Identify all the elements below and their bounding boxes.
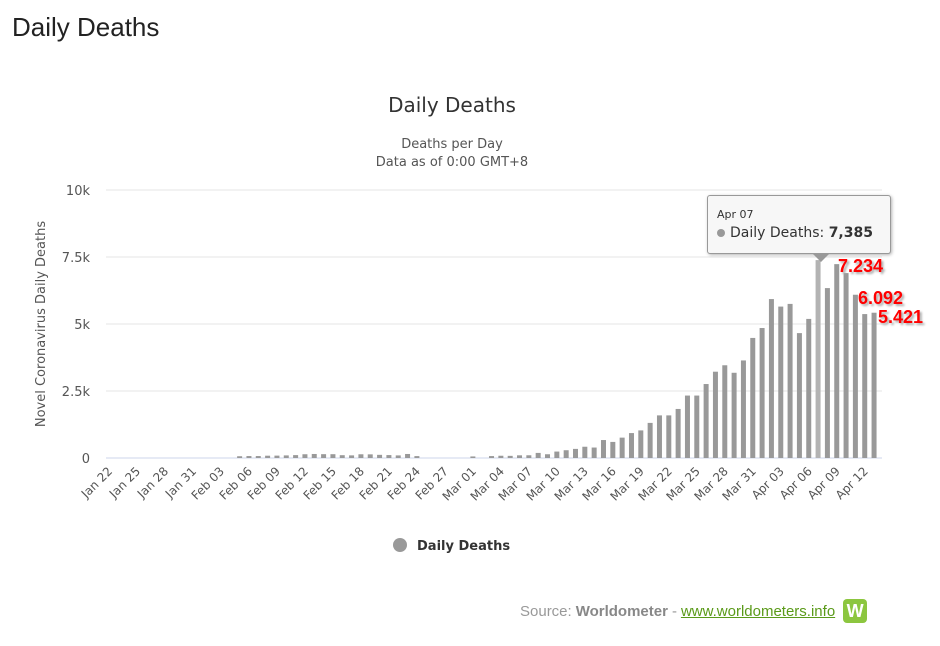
- bar-apr-09[interactable]: [834, 264, 840, 458]
- y-tick-label: 7.5k: [62, 251, 91, 266]
- tooltip: Apr 07 Daily Deaths: 7,385: [707, 195, 891, 262]
- bar-apr-07[interactable]: [815, 260, 821, 458]
- bar-mar-07[interactable]: [526, 455, 532, 458]
- x-tick-label: Jan 28: [134, 464, 171, 501]
- bar-mar-09[interactable]: [545, 454, 551, 458]
- tooltip-marker: [717, 229, 725, 237]
- annotation-apr13: 5.421: [878, 307, 924, 327]
- bar-apr-11[interactable]: [852, 294, 858, 458]
- bar-mar-11[interactable]: [563, 450, 569, 458]
- bar-feb-22[interactable]: [395, 455, 401, 458]
- bar-mar-08[interactable]: [535, 452, 541, 458]
- bar-mar-03[interactable]: [489, 456, 495, 458]
- bar-feb-16[interactable]: [339, 455, 345, 458]
- bar-mar-12[interactable]: [573, 448, 578, 458]
- bar-mar-27[interactable]: [712, 371, 718, 458]
- legend-label[interactable]: Daily Deaths: [417, 539, 510, 554]
- bar-mar-01[interactable]: [470, 456, 476, 458]
- bar-feb-18[interactable]: [358, 454, 364, 458]
- bar-mar-30[interactable]: [740, 360, 746, 458]
- bar-apr-04[interactable]: [787, 303, 793, 458]
- bar-apr-02[interactable]: [768, 299, 774, 458]
- bar-apr-12[interactable]: [862, 314, 868, 458]
- y-axis-label: Novel Coronavirus Daily Deaths: [34, 221, 49, 427]
- legend-marker[interactable]: [393, 538, 407, 552]
- bar-apr-13[interactable]: [871, 312, 877, 458]
- bar-feb-19[interactable]: [367, 454, 373, 458]
- y-tick-label: 5k: [74, 318, 90, 333]
- source-name: Worldometer: [575, 602, 668, 620]
- bar-feb-07[interactable]: [255, 456, 261, 458]
- bar-mar-13[interactable]: [582, 446, 588, 458]
- tooltip-value: 7,385: [828, 225, 873, 241]
- bar-mar-24[interactable]: [684, 395, 690, 458]
- source-footer: Source: Worldometer - www.worldometers.i…: [520, 599, 868, 623]
- bar-mar-26[interactable]: [703, 384, 709, 458]
- bar-apr-10[interactable]: [843, 273, 849, 458]
- bar-mar-17[interactable]: [619, 437, 625, 458]
- bar-feb-11[interactable]: [293, 455, 299, 458]
- bar-feb-20[interactable]: [377, 454, 383, 458]
- bar-mar-05[interactable]: [507, 455, 513, 458]
- bar-feb-15[interactable]: [330, 454, 336, 458]
- bar-mar-04[interactable]: [498, 455, 504, 458]
- bar-mar-10[interactable]: [554, 451, 560, 458]
- bar-mar-22[interactable]: [666, 415, 672, 458]
- source-separator: -: [671, 602, 677, 620]
- bar-mar-20[interactable]: [647, 422, 653, 458]
- source-link[interactable]: www.worldometers.info: [680, 602, 836, 620]
- bar-feb-05[interactable]: [237, 456, 243, 458]
- bar-mar-14[interactable]: [591, 447, 597, 458]
- bar-apr-03[interactable]: [778, 306, 784, 458]
- chart-subtitle-1: Deaths per Day: [401, 137, 503, 152]
- bar-feb-21[interactable]: [386, 455, 392, 458]
- y-tick-label: 2.5k: [62, 385, 91, 400]
- bar-mar-16[interactable]: [610, 441, 616, 458]
- bar-mar-06[interactable]: [517, 455, 523, 458]
- y-tick-label: 10k: [66, 184, 91, 199]
- bar-feb-14[interactable]: [321, 454, 327, 458]
- x-tick-label: Jan 25: [106, 464, 143, 501]
- tooltip-date: Apr 07: [717, 208, 754, 221]
- tooltip-label: Daily Deaths:: [730, 225, 825, 241]
- bar-feb-06[interactable]: [246, 456, 252, 458]
- bar-mar-28[interactable]: [722, 365, 728, 458]
- worldometer-logo-icon[interactable]: W: [843, 599, 868, 623]
- bar-mar-18[interactable]: [628, 433, 634, 458]
- bar-feb-23[interactable]: [405, 453, 411, 458]
- bar-mar-21[interactable]: [656, 415, 662, 458]
- bar-feb-10[interactable]: [283, 455, 289, 458]
- chart-title: Daily Deaths: [388, 93, 516, 117]
- bar-apr-01[interactable]: [759, 328, 765, 458]
- bar-feb-12[interactable]: [302, 454, 308, 458]
- y-tick-label: 0: [82, 452, 90, 467]
- bar-mar-31[interactable]: [750, 337, 756, 458]
- bar-feb-08[interactable]: [265, 455, 271, 458]
- page-title: Daily Deaths: [12, 12, 160, 42]
- bar-feb-09[interactable]: [274, 455, 280, 458]
- bar-apr-08[interactable]: [824, 288, 830, 458]
- bar-feb-13[interactable]: [311, 453, 317, 458]
- bar-mar-29[interactable]: [731, 372, 737, 458]
- bar-mar-19[interactable]: [638, 430, 644, 458]
- bar-feb-24[interactable]: [414, 456, 420, 458]
- chart-subtitle-2: Data as of 0:00 GMT+8: [376, 155, 528, 170]
- bar-mar-25[interactable]: [694, 395, 700, 458]
- annotation-apr11: 6.092: [858, 288, 904, 308]
- bar-apr-06[interactable]: [806, 318, 812, 458]
- source-label: Source:: [520, 602, 572, 620]
- bar-apr-05[interactable]: [796, 333, 802, 458]
- x-tick-label: Jan 22: [78, 464, 115, 501]
- annotation-apr09: 7.234: [838, 256, 884, 276]
- bar-mar-23[interactable]: [675, 408, 681, 458]
- bar-feb-17[interactable]: [349, 455, 355, 458]
- bar-mar-15[interactable]: [600, 440, 606, 458]
